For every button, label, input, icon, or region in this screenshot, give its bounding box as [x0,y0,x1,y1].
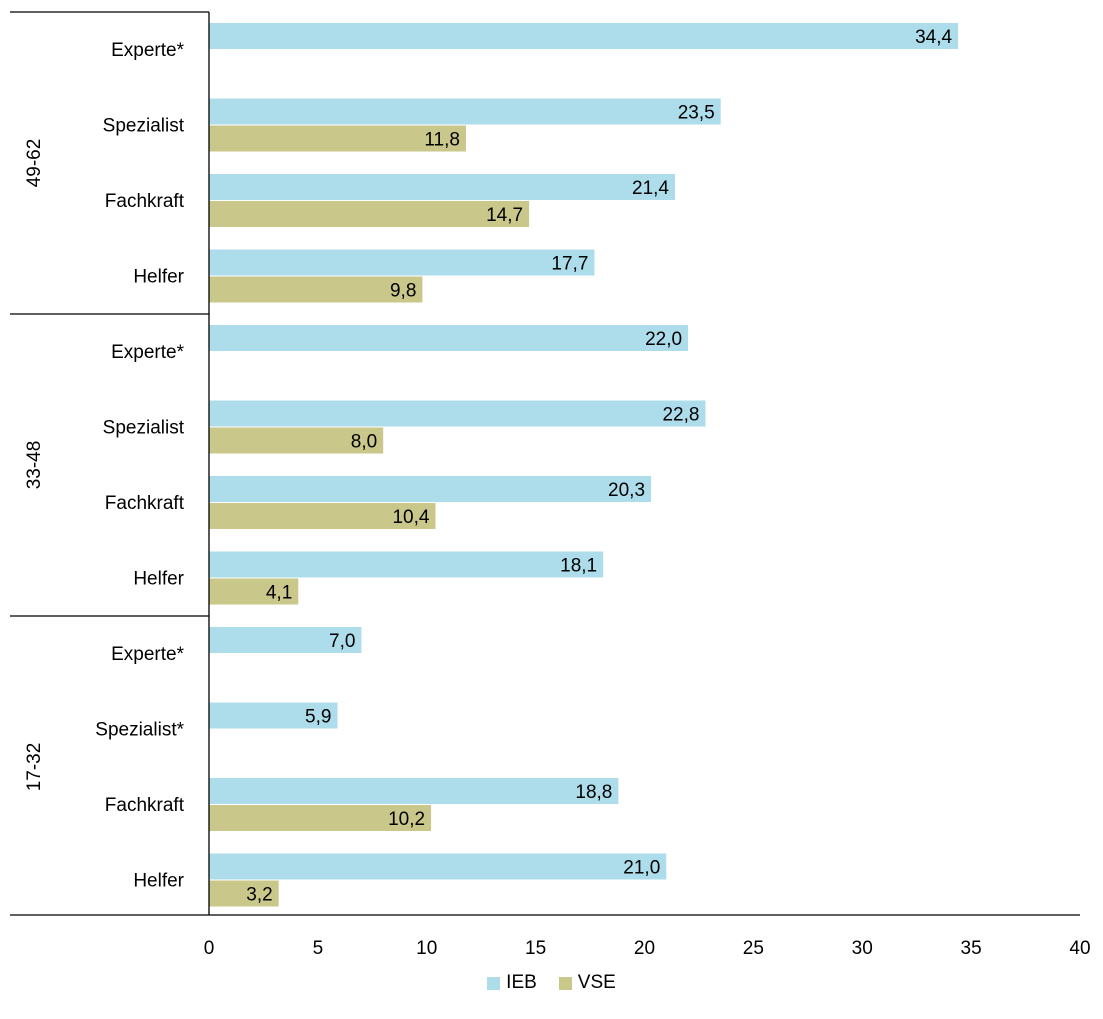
x-tick-label: 25 [743,938,764,959]
legend-label-ieb: IEB [506,972,537,993]
data-label-vse: 11,8 [424,130,460,151]
x-tick-label: 20 [634,938,655,959]
data-label-vse: 8,0 [351,432,377,453]
data-label-ieb: 21,0 [623,858,660,879]
category-label: Spezialist [103,116,185,137]
legend-item-ieb: IEB [487,972,537,994]
bar-ieb [209,853,667,880]
data-label-ieb: 22,8 [662,405,699,426]
bar-ieb [209,400,706,427]
data-label-vse: 4,1 [266,583,292,604]
group-label: 33-48 [24,441,45,490]
category-label: Fachkraft [105,493,185,514]
bar-ieb [209,174,675,200]
data-label-ieb: 22,0 [645,329,682,350]
category-label: Spezialist [103,418,185,439]
data-label-vse: 10,2 [388,809,425,830]
bar-ieb [209,627,362,653]
data-label-vse: 3,2 [246,885,272,906]
category-label: Helfer [133,267,184,288]
data-label-ieb: 18,1 [560,556,597,577]
bar-ieb [209,325,689,351]
bar-ieb [209,249,595,276]
group-label: 49-62 [24,139,45,188]
category-label: Experte* [111,644,184,665]
data-label-ieb: 21,4 [632,178,669,199]
x-tick-label: 0 [204,938,215,959]
bar-ieb [209,476,652,502]
x-tick-label: 35 [961,938,982,959]
category-label: Experte* [111,342,184,363]
category-label: Spezialist* [95,720,184,741]
bar-vse [209,503,436,529]
category-label: Helfer [133,569,184,590]
legend-label-vse: VSE [577,972,616,993]
bar-chart: 49-62 Experte* 34,4 Spezialist 23,5 11,8 Fachk… [10,11,1091,959]
category-label: Helfer [133,871,184,892]
x-tick-label: 15 [525,938,546,959]
data-label-ieb: 7,0 [329,631,355,652]
data-label-ieb: 18,8 [575,782,612,803]
data-label-vse: 10,4 [392,507,429,528]
bar-vse [209,805,432,831]
x-tick-label: 10 [416,938,437,959]
group-label: 17-32 [24,743,45,792]
data-label-ieb: 17,7 [551,254,588,275]
bar-ieb [209,551,604,578]
data-label-vse: 14,7 [486,205,523,226]
bar-vse [209,427,384,454]
bar-vse [209,276,423,303]
legend: IEB VSE [0,972,1103,994]
x-tick-label: 40 [1069,938,1090,959]
data-label-ieb: 20,3 [608,480,645,501]
bar-vse [209,201,530,227]
bar-vse [209,578,299,605]
bar-ieb [209,702,338,729]
bar-vse [209,125,466,152]
category-label: Fachkraft [105,191,185,212]
data-label-ieb: 23,5 [678,103,715,124]
x-tick-label: 30 [852,938,873,959]
bar-ieb [209,778,619,804]
category-label: Fachkraft [105,795,185,816]
legend-item-vse: VSE [558,972,616,994]
legend-swatch-ieb [487,976,501,990]
bar-ieb [209,23,959,49]
category-label: Experte* [111,40,184,61]
data-label-ieb: 34,4 [915,27,952,48]
bar-ieb [209,98,721,125]
x-tick-label: 5 [313,938,324,959]
data-label-ieb: 5,9 [305,707,331,728]
legend-swatch-vse [558,976,572,990]
bar-vse [209,880,279,907]
data-label-vse: 9,8 [390,281,416,302]
